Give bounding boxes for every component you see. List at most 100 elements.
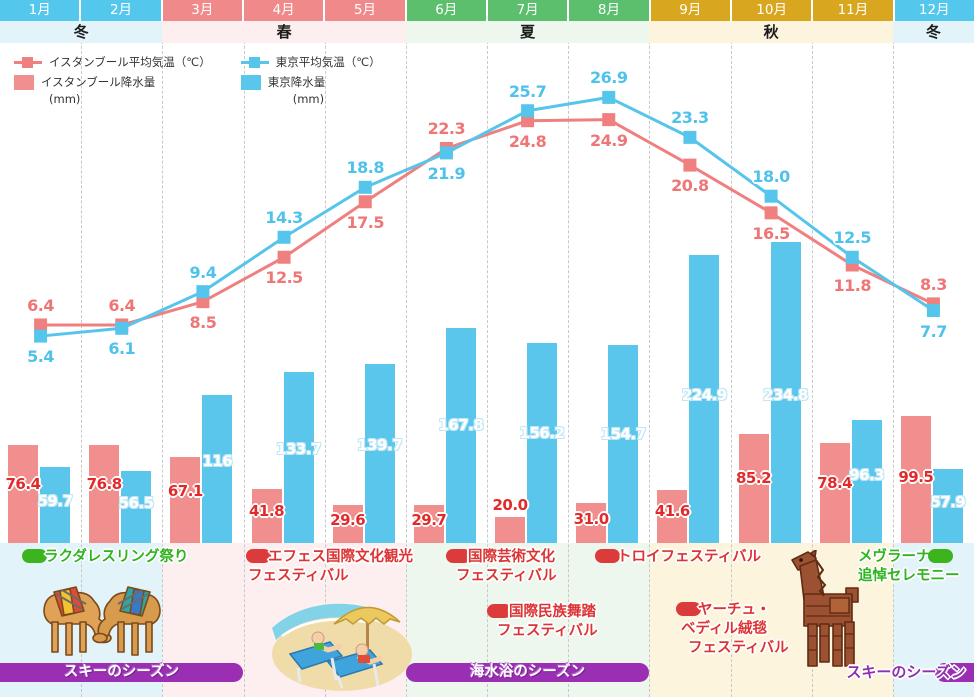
festival-label-troy-festival: トロイフェスティバル	[595, 548, 761, 567]
festival-pill	[927, 549, 953, 563]
istanbul-precip-bar	[819, 442, 850, 543]
tokyo-temp-marker	[439, 146, 453, 160]
month-header-5月: 5月	[325, 0, 407, 21]
istanbul-temp-value: 22.3	[427, 119, 466, 139]
istanbul-precip-value: 67.1	[167, 482, 204, 501]
month-header-8月: 8月	[569, 0, 651, 21]
istanbul-line-sample	[14, 56, 42, 68]
chart-legend: イスタンブール平均気温（℃） イスタンブール降水量 (mm) 東京平均気温（℃）…	[14, 54, 381, 106]
festival-pill	[446, 549, 471, 563]
tokyo-temp-value: 9.4	[189, 262, 217, 282]
istanbul-temp-marker	[439, 141, 453, 155]
tokyo-temp-value: 6.1	[108, 339, 136, 359]
festival-label-intl-folk-dance: 国際民族舞踏 フェスティバル	[487, 603, 598, 641]
tokyo-temp-marker	[683, 130, 697, 144]
gridline	[730, 21, 732, 697]
istanbul-precip-bar	[576, 503, 607, 543]
festival-label-camel-wrestling: ラクダレスリング祭り	[22, 548, 188, 567]
tokyo-temp-value: 18.0	[752, 167, 790, 187]
tokyo-temp-value: 12.5	[833, 228, 872, 248]
istanbul-precip-value: 41.8	[248, 501, 285, 520]
tokyo-temp-value: 14.3	[265, 208, 303, 228]
festival-label-yagcibedir-carpet: ヤーチュ・ ベディル絨毯 フェスティバル	[676, 601, 789, 658]
month-header-2月: 2月	[81, 0, 163, 21]
trojan-horse-illustration	[791, 550, 859, 667]
season-bar	[935, 663, 974, 682]
tokyo-precip-value: 234.8	[763, 386, 808, 404]
tokyo-temp-marker	[845, 250, 859, 264]
tokyo-temp-value: 7.7	[919, 321, 947, 341]
tokyo-precip-bar	[851, 419, 882, 543]
gridline	[649, 21, 651, 697]
season-label-春: 春	[162, 21, 406, 43]
istanbul-precip-bar	[332, 505, 363, 543]
festival-pill	[246, 549, 271, 563]
season-bar: 海水浴のシーズン	[406, 663, 649, 682]
istanbul-precip-value: 31.0	[573, 510, 610, 529]
season-label-秋: 秋	[649, 21, 893, 43]
tokyo-temp-value: 21.9	[427, 163, 466, 183]
istanbul-precip-bar	[495, 517, 525, 543]
istanbul-precip-value: 85.2	[735, 468, 772, 487]
month-header-12月: 12月	[894, 0, 974, 21]
gridline	[162, 21, 164, 697]
tokyo-precip-bar	[527, 343, 557, 543]
istanbul-temp-marker	[602, 113, 616, 127]
tokyo-precip-value: 154.7	[600, 425, 646, 444]
istanbul-precip-bar	[738, 433, 769, 543]
istanbul-temp-marker	[277, 250, 291, 264]
istanbul-precip-bar	[251, 489, 282, 543]
tokyo-precip-value: 139.7	[357, 435, 403, 454]
istanbul-temp-marker	[521, 114, 535, 128]
istanbul-temp-value: 8.5	[189, 312, 217, 332]
season-text-ski: スキーのシーズン	[846, 663, 966, 681]
tokyo-precip-bar	[932, 468, 963, 543]
istanbul-precip-value: 29.6	[330, 511, 366, 530]
season-band-row: 冬春夏秋冬	[0, 21, 974, 43]
istanbul-temp-marker	[196, 295, 210, 309]
tokyo-temp-marker	[196, 285, 210, 299]
istanbul-precip-bar	[89, 444, 120, 543]
beach-resort-illustration	[272, 603, 412, 691]
tokyo-precip-bar	[283, 371, 314, 543]
season-label-冬: 冬	[892, 21, 974, 43]
gridline	[324, 21, 326, 697]
tokyo-precip-value: 57.9	[930, 493, 966, 512]
festival-pill	[595, 549, 620, 563]
tokyo-precip-value: 133.7	[276, 439, 321, 458]
istanbul-temp-marker	[926, 297, 940, 311]
tokyo-temp-marker	[34, 329, 48, 343]
tokyo-precip-bar	[608, 344, 639, 543]
istanbul-temp-marker	[358, 195, 372, 209]
istanbul-precip-bar	[8, 445, 38, 543]
istanbul-temp-value: 6.4	[27, 295, 54, 315]
istanbul-precip-bar	[170, 457, 201, 543]
gridline	[568, 21, 570, 697]
istanbul-temp-value: 20.8	[671, 176, 709, 196]
festival-label-mevlana-ceremony: メヴラーナ 追悼セレモニー	[858, 549, 960, 584]
tokyo-temp-marker	[926, 304, 940, 318]
istanbul-precip-value: 99.5	[898, 468, 934, 486]
tokyo-temp-value: 25.7	[508, 81, 547, 101]
tokyo-temp-value: 23.3	[671, 108, 709, 128]
legend-istanbul: イスタンブール平均気温（℃） イスタンブール降水量 (mm)	[14, 54, 211, 106]
tokyo-line-sample	[240, 56, 269, 68]
istanbul-temp-value: 11.8	[833, 276, 872, 296]
season-label-冬: 冬	[0, 21, 163, 43]
gridline	[892, 21, 894, 697]
tokyo-precip-bar	[364, 364, 395, 543]
tokyo-precip-bar	[202, 394, 233, 543]
istanbul-precip-value: 76.8	[86, 475, 123, 494]
season-bar: スキーのシーズン	[0, 663, 243, 682]
istanbul-temp-marker	[764, 206, 778, 220]
tokyo-precip-bar	[445, 328, 476, 543]
istanbul-precip-value: 41.6	[654, 502, 691, 521]
tokyo-precip-value: 156.2	[519, 424, 565, 443]
festival-pill	[22, 549, 47, 563]
month-header-row: 1月 2月 3月 4月 5月 6月 7月 8月 9月 10月 11月 12月	[0, 0, 974, 21]
istanbul-precip-value: 76.4	[5, 475, 41, 494]
month-header-7月: 7月	[487, 0, 570, 21]
festival-pill	[676, 602, 701, 616]
istanbul-precip-bar	[657, 489, 688, 543]
legend-istanbul-precip-label: イスタンブール降水量	[41, 75, 156, 89]
